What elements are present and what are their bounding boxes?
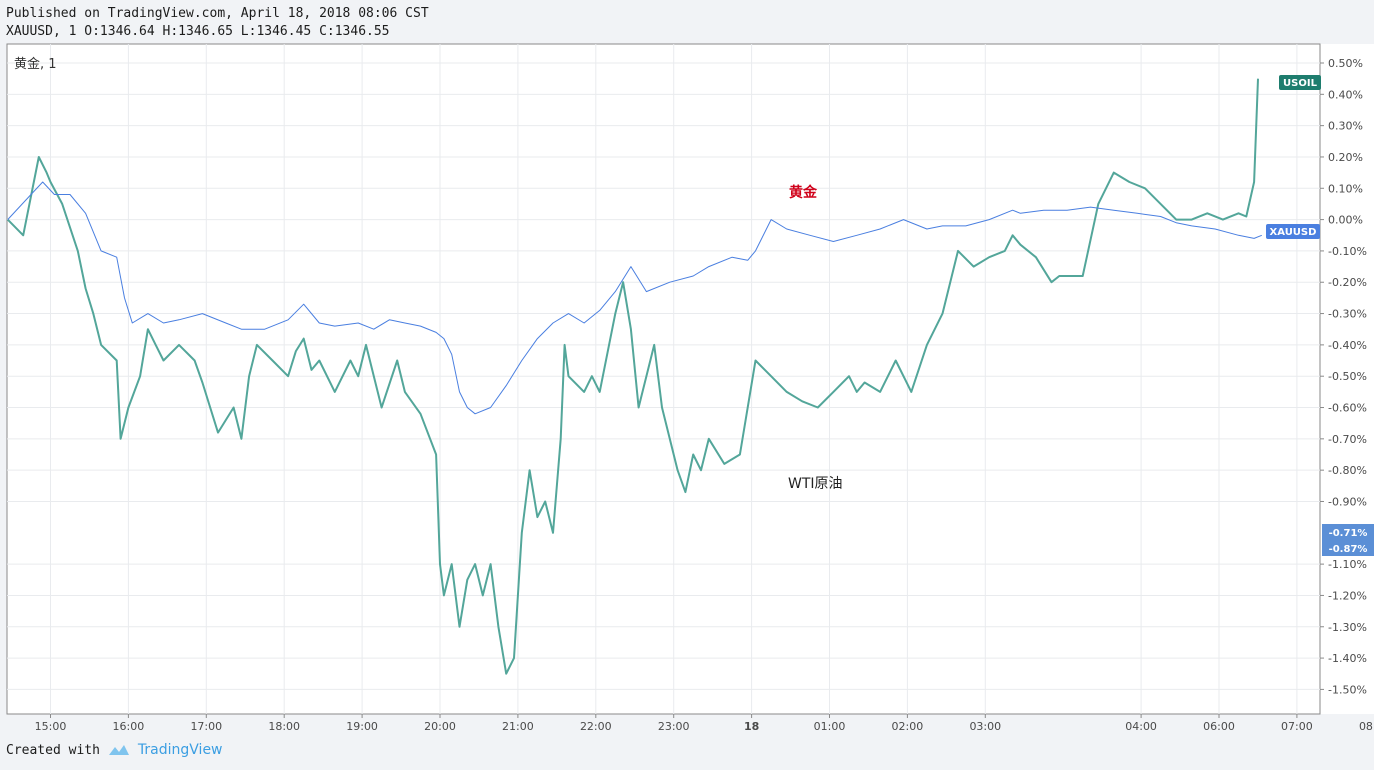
y-tick-label: -1.40% [1328,652,1367,665]
x-tick-label: 03:00 [969,720,1001,733]
x-tick-label: 20:00 [424,720,456,733]
ohlc-line: XAUUSD, 1 O:1346.64 H:1346.65 L:1346.45 … [6,24,390,39]
tradingview-logo-icon [108,745,129,755]
x-tick-label: 18 [744,720,759,733]
x-tick-label: 07:00 [1281,720,1313,733]
y-tick-label: -0.60% [1328,402,1367,415]
x-tick-label: 18:00 [268,720,300,733]
y-tick-label: -0.70% [1328,433,1367,446]
y-axis: 0.50% 0.40% 0.30% 0.20% 0.10% 0.00% -0.10% -0.2… [1320,57,1367,696]
x-tick-label: 23:00 [658,720,690,733]
x-tick-label: 04:00 [1125,720,1157,733]
y-tick-label: -1.20% [1328,589,1367,602]
y-tick-label: -0.40% [1328,339,1367,352]
y-tick-label: -1.50% [1328,683,1367,696]
series-tag-label: XAUUSD [1270,227,1317,238]
footer: Created with TradingView [6,742,223,758]
tradingview-brand-link[interactable]: TradingView [137,742,223,758]
y-tick-label: 0.10% [1328,182,1363,195]
grid-lines [7,44,1320,714]
x-tick-label: 06:00 [1203,720,1235,733]
y-tick-label: 0.20% [1328,151,1363,164]
created-with-text: Created with [6,742,100,758]
last-value-label: -0.87% [1329,544,1368,555]
annotation-gold: 黄金 [789,184,818,201]
y-tick-label: 0.50% [1328,57,1363,70]
chart-header: Published on TradingView.com, April 18, … [6,5,429,41]
y-tick-label: -0.90% [1328,495,1367,508]
price-axis-area [1320,44,1374,714]
x-tick-label: 17:00 [190,720,222,733]
x-tick-label: 21:00 [502,720,534,733]
last-value-badge [1322,524,1374,540]
y-tick-label: -0.30% [1328,308,1367,321]
y-tick-label: -0.80% [1328,464,1367,477]
series-line-usoil [6,78,1259,675]
y-tick-label: 0.00% [1328,214,1363,227]
series-tag-label: USOIL [1283,78,1318,89]
y-tick-label: -1.30% [1328,621,1367,634]
series-line-xauusd [7,181,1262,415]
series-tag-xauusd [1266,224,1320,239]
y-tick-label: -1.10% [1328,558,1367,571]
y-tick-label: -0.50% [1328,370,1367,383]
x-tick-label: 16:00 [113,720,145,733]
x-tick-label: 08:00 [1359,720,1374,733]
series-tag-usoil [1279,75,1321,90]
x-tick-label: 19:00 [346,720,378,733]
published-line: Published on TradingView.com, April 18, … [6,6,429,21]
last-value-label: -0.71% [1329,528,1368,539]
x-tick-label: 02:00 [892,720,924,733]
y-tick-label: -0.10% [1328,245,1367,258]
series-group [6,78,1262,675]
x-axis: 15:00 16:00 17:00 18:00 19:00 20:00 21:00 22:00… [35,714,1374,733]
last-value-badge [1322,540,1374,556]
legend-label: 黄金, 1 [14,56,57,72]
x-tick-label: 22:00 [580,720,612,733]
y-tick-label: -0.20% [1328,276,1367,289]
x-tick-label: 15:00 [35,720,67,733]
plot-area [6,43,1321,715]
x-tick-label: 01:00 [814,720,846,733]
y-tick-label: 0.40% [1328,88,1363,101]
series-tags: XAUUSD USOIL -0.71% -0.87% [1266,75,1374,556]
annotation-oil: WTI原油 [788,476,843,492]
y-tick-label: 0.30% [1328,120,1363,133]
